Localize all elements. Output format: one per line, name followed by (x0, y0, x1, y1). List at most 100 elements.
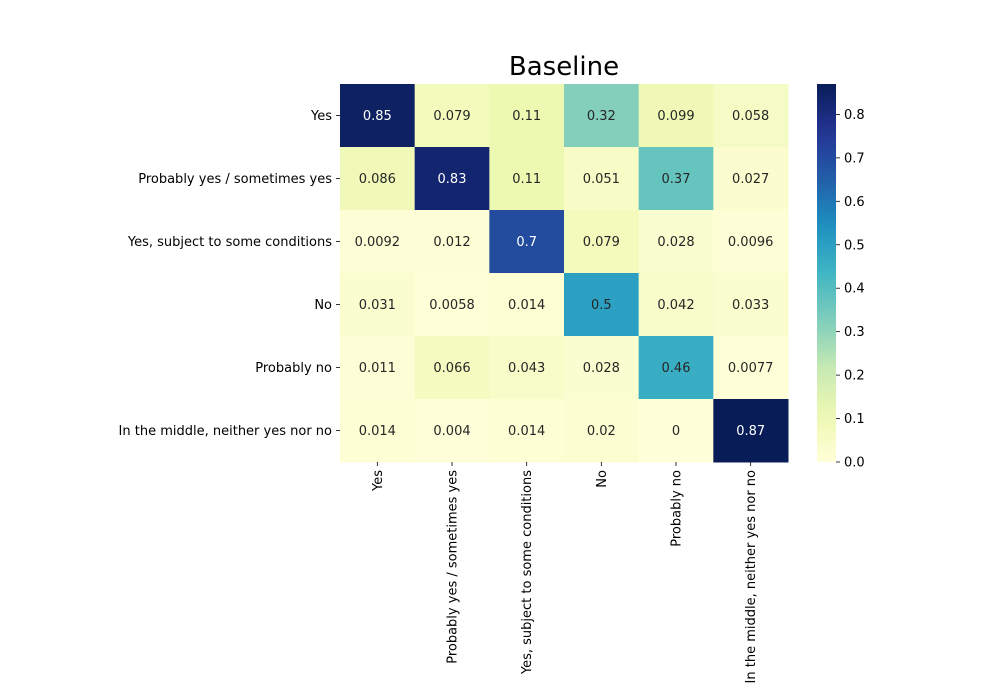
colorbar-tick-label: 0.8 (844, 108, 865, 123)
heatmap-cell (489, 273, 565, 337)
cell-value-label: 0.043 (508, 361, 545, 376)
cell-value-label: 0.079 (583, 235, 620, 250)
heatmap-cell (638, 84, 714, 148)
cell-value-label: 0.46 (662, 361, 691, 376)
colorbar-gradient (817, 84, 836, 462)
heatmap-cell (713, 336, 789, 400)
heatmap-cell (713, 210, 789, 274)
column-tick-labels: Yes Probably yes / sometimes yes Yes, subj… (371, 462, 759, 683)
cell-value-label: 0.0058 (429, 298, 475, 313)
heatmap-cell (414, 399, 490, 463)
heatmap-cell (564, 336, 640, 400)
heatmap-cell (340, 399, 416, 463)
cell-value-label: 0.7 (516, 235, 537, 250)
column-tick-label: No (595, 470, 610, 488)
colorbar: 0.0 0.1 0.2 0.3 0.4 0.5 0.6 0.7 0.8 (817, 84, 865, 471)
column-tick-label: Yes, subject to some conditions (520, 470, 535, 675)
heatmap-cell (564, 84, 640, 148)
heatmap-cell (638, 273, 714, 337)
heatmap-cell (713, 273, 789, 337)
row-tick-label: Yes, subject to some conditions (127, 235, 332, 250)
cell-value-label: 0.11 (512, 109, 541, 124)
cell-value-label: 0.87 (736, 424, 765, 439)
cell-value-label: 0.0096 (728, 235, 774, 250)
column-tick-label: Yes (371, 470, 386, 492)
cell-value-label: 0.014 (508, 298, 545, 313)
cell-value-label: 0.012 (433, 235, 470, 250)
cell-value-label: 0.031 (359, 298, 396, 313)
cell-value-label: 0.086 (359, 172, 396, 187)
colorbar-tick-label: 0.4 (844, 282, 865, 297)
cell-value-label: 0.0092 (355, 235, 401, 250)
column-tick-label: In the middle, neither yes nor no (744, 470, 759, 683)
colorbar-tick-label: 0.5 (844, 238, 865, 253)
row-tick-label: Yes (310, 109, 332, 124)
row-tick-label: No (314, 298, 332, 313)
heatmap-cell (489, 210, 565, 274)
cell-value-label: 0.0077 (728, 361, 774, 376)
cell-value-label: 0.058 (732, 109, 769, 124)
colorbar-tick-label: 0.6 (844, 195, 865, 210)
heatmap-cell (489, 84, 565, 148)
heatmap-cell (414, 210, 490, 274)
heatmap-cell (638, 210, 714, 274)
heatmap-cell (638, 147, 714, 211)
cell-value-label: 0.042 (657, 298, 694, 313)
cell-value-label: 0.079 (433, 109, 470, 124)
cell-value-label: 0.85 (363, 109, 392, 124)
cell-value-label: 0.02 (587, 424, 616, 439)
cell-value-label: 0.066 (433, 361, 470, 376)
heatmap-cell (340, 273, 416, 337)
heatmap-cell (564, 210, 640, 274)
colorbar-tick-label: 0.0 (844, 456, 865, 471)
cell-value-label: 0.051 (583, 172, 620, 187)
cell-value-label: 0.028 (657, 235, 694, 250)
heatmap-cell (713, 84, 789, 148)
column-tick-label: Probably yes / sometimes yes (446, 470, 461, 664)
cell-value-label: 0.004 (433, 424, 470, 439)
heatmap-cell (564, 399, 640, 463)
heatmap-cell (414, 273, 490, 337)
heatmap-cell (489, 147, 565, 211)
heatmap-cell (564, 147, 640, 211)
heatmap-cell (414, 147, 490, 211)
cell-value-label: 0.37 (662, 172, 691, 187)
cell-value-label: 0.033 (732, 298, 769, 313)
heatmap-cell (340, 210, 416, 274)
heatmap-cell (564, 273, 640, 337)
heatmap-cell (638, 399, 714, 463)
cell-value-label: 0.11 (512, 172, 541, 187)
column-tick-label: Probably no (670, 470, 685, 547)
colorbar-tick-label: 0.1 (844, 412, 865, 427)
cell-value-label: 0.099 (657, 109, 694, 124)
chart-title: Baseline (509, 52, 619, 82)
heatmap-cell (713, 399, 789, 463)
row-tick-label: In the middle, neither yes nor no (119, 424, 332, 439)
heatmap-cell (713, 147, 789, 211)
heatmap-cell (414, 84, 490, 148)
cell-value-label: 0.5 (591, 298, 612, 313)
cell-value-label: 0.83 (438, 172, 467, 187)
heatmap-cell (414, 336, 490, 400)
heatmap-cell (340, 336, 416, 400)
heatmap-cell (340, 147, 416, 211)
heatmap-cell (489, 336, 565, 400)
cell-value-label: 0.011 (359, 361, 396, 376)
row-tick-label: Probably no (255, 361, 332, 376)
cell-value-label: 0.32 (587, 109, 616, 124)
cell-value-label: 0.014 (359, 424, 396, 439)
row-tick-label: Probably yes / sometimes yes (138, 172, 332, 187)
colorbar-tick-label: 0.2 (844, 369, 865, 384)
heatmap-cell (638, 336, 714, 400)
cell-value-label: 0.028 (583, 361, 620, 376)
cell-value-label: 0.027 (732, 172, 769, 187)
heatmap-cell (489, 399, 565, 463)
colorbar-tick-label: 0.3 (844, 325, 865, 340)
colorbar-ticks: 0.0 0.1 0.2 0.3 0.4 0.5 0.6 0.7 0.8 (836, 108, 865, 471)
cell-value-label: 0.014 (508, 424, 545, 439)
row-tick-labels: Yes Probably yes / sometimes yes Yes, subj… (119, 109, 340, 439)
heatmap-cell (340, 84, 416, 148)
cell-value-label: 0 (672, 424, 680, 439)
